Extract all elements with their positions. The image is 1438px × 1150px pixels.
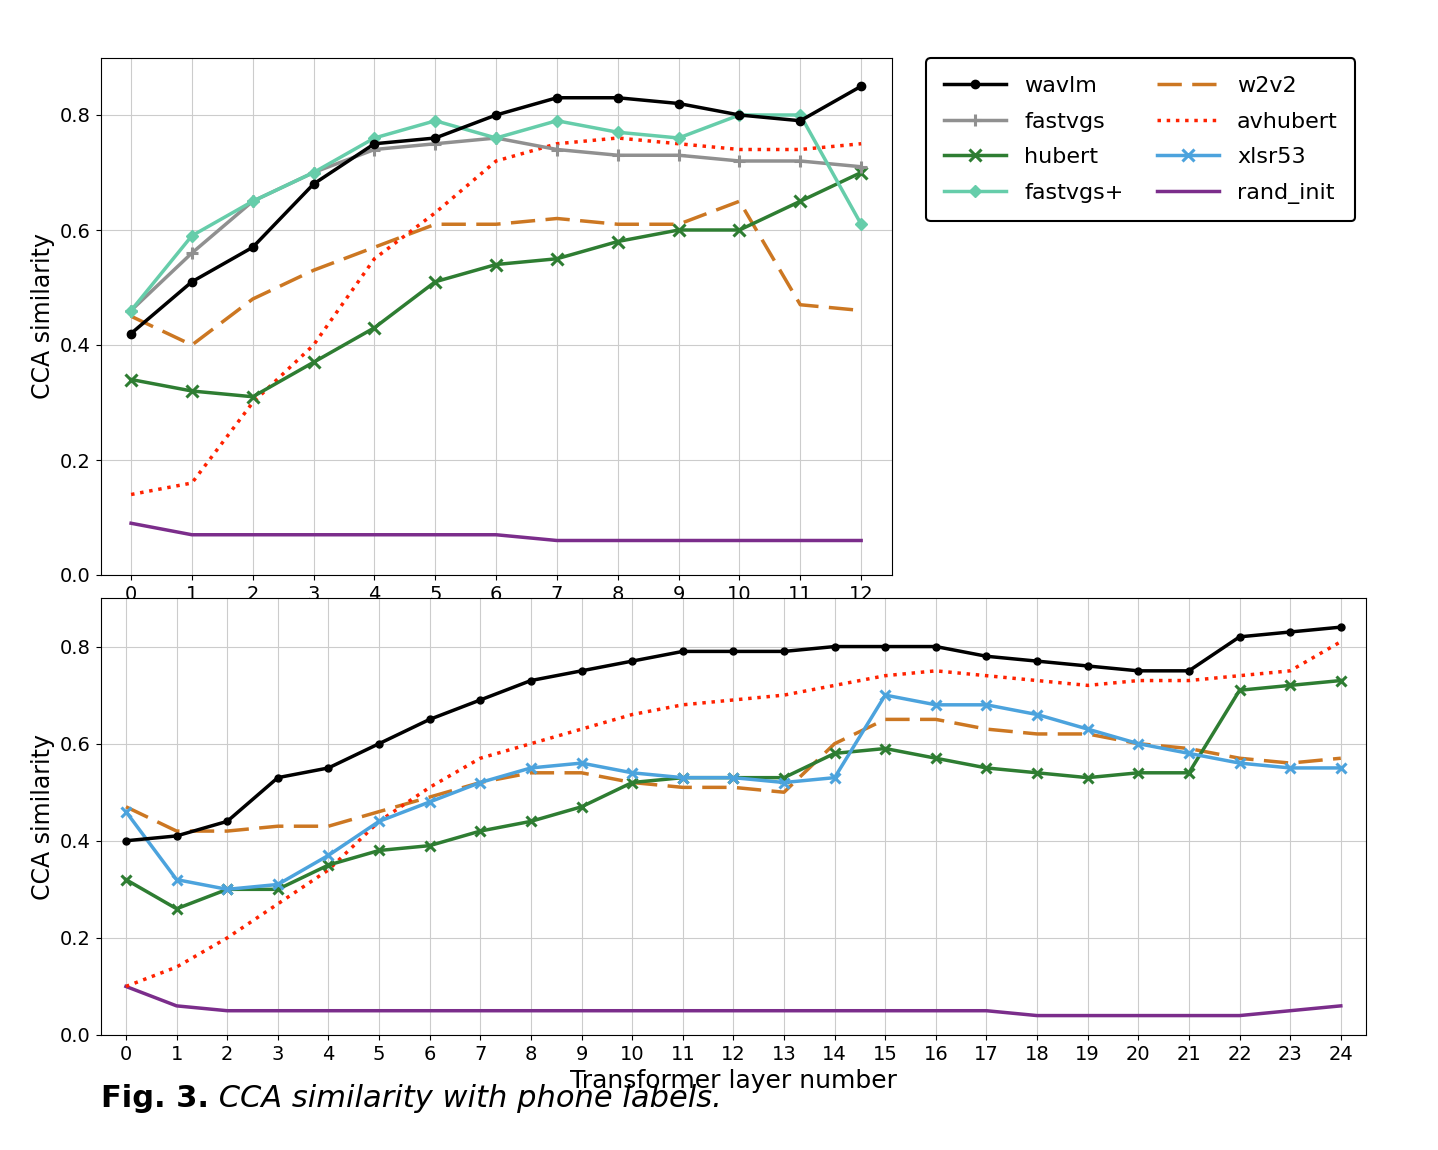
Text: Fig. 3.: Fig. 3. bbox=[101, 1084, 209, 1113]
Y-axis label: CCA similarity: CCA similarity bbox=[30, 233, 55, 399]
Text: CCA similarity with phone labels.: CCA similarity with phone labels. bbox=[209, 1084, 722, 1113]
Y-axis label: CCA similarity: CCA similarity bbox=[30, 734, 55, 899]
X-axis label: Transformer layer number: Transformer layer number bbox=[569, 1070, 897, 1094]
Legend: wavlm, fastvgs, hubert, fastvgs+, w2v2, avhubert, xlsr53, rand_init: wavlm, fastvgs, hubert, fastvgs+, w2v2, … bbox=[926, 59, 1356, 222]
